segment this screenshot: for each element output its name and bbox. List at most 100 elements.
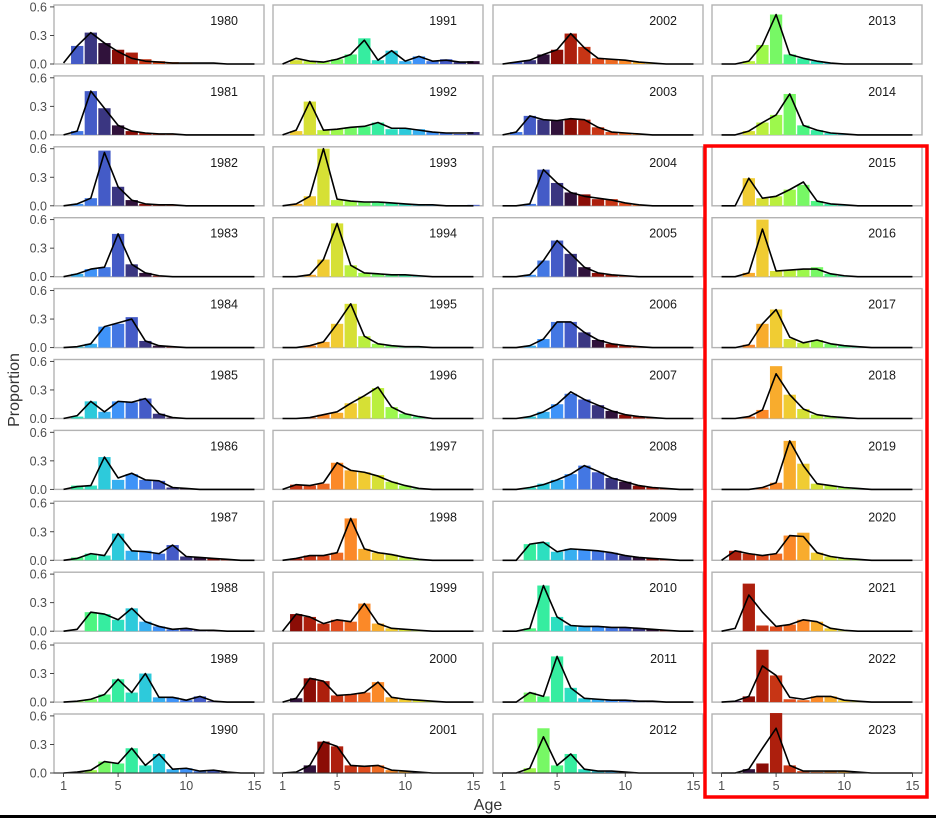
bar-1990-age-5 [111, 763, 125, 773]
bar-2014-age-9 [824, 133, 837, 135]
panel-frame [711, 75, 923, 136]
bar-2020-age-4 [756, 555, 769, 561]
bar-2006-age-9 [605, 343, 618, 348]
bar-1985-age-4 [98, 411, 111, 419]
bar-2011-age-8 [591, 699, 605, 703]
bar-1991-age-15 [467, 61, 480, 64]
bar-2019-age-9 [824, 485, 837, 490]
bar-1992-age-6 [344, 127, 357, 135]
panel-label-1997: 1997 [429, 439, 457, 453]
bar-2001-age-10 [399, 771, 412, 773]
panel-label-1991: 1991 [429, 14, 457, 28]
panel-label-2019: 2019 [868, 439, 896, 453]
bar-2000-age-3 [303, 678, 316, 703]
bar-1998-age-10 [399, 557, 412, 561]
panel-frame [711, 216, 923, 278]
bar-2022-age-6 [783, 699, 796, 703]
bar-1992-age-7 [358, 126, 371, 135]
bar-2009-age-12 [646, 558, 659, 561]
fit-line-2017 [721, 308, 913, 349]
bar-1986-age-7 [139, 479, 152, 490]
bar-1992-age-2 [290, 131, 303, 135]
bar-1992-age-15 [467, 132, 480, 135]
panel-label-2003: 2003 [649, 85, 677, 99]
bar-2006-age-4 [537, 339, 550, 348]
bar-2001-age-6 [344, 765, 357, 773]
bar-2011-age-10 [619, 700, 632, 703]
bar-2004-age-6 [564, 192, 577, 206]
bar-2001-age-8 [371, 765, 385, 773]
fit-line-1984 [63, 318, 255, 349]
bar-2011-age-5 [550, 656, 564, 703]
fit-line-2009 [502, 541, 694, 562]
fit-line-1981 [63, 90, 255, 136]
x-tick-label: 5 [554, 779, 561, 793]
bar-2021-age-7 [797, 619, 810, 632]
bar-1990-age-7 [139, 765, 152, 773]
bar-1987-age-8 [152, 553, 166, 561]
bar-2014-age-7 [797, 125, 810, 135]
bar-1992-age-14 [453, 133, 466, 135]
bar-1984-age-4 [98, 326, 111, 348]
bar-1989-age-10 [180, 700, 193, 703]
bar-2020-age-3 [742, 553, 755, 561]
bar-2002-age-5 [550, 49, 564, 64]
bar-1991-age-13 [440, 59, 453, 64]
bar-1991-age-10 [399, 61, 412, 64]
bar-1988-age-4 [98, 614, 111, 632]
panel-label-2022: 2022 [868, 652, 896, 666]
bar-1999-age-9 [385, 628, 398, 632]
bar-1998-age-2 [290, 558, 303, 561]
bar-1986-age-6 [125, 474, 138, 490]
y-tick-label: 0.3 [30, 313, 47, 327]
bar-1981-age-2 [71, 131, 84, 135]
panel-2009: 2009 [492, 500, 704, 562]
y-tick-label: 0.6 [30, 284, 47, 298]
y-tick-label: 0.6 [30, 71, 47, 85]
bar-2004-age-5 [550, 182, 564, 206]
bar-2010-age-10 [619, 627, 632, 632]
panel-2008: 2008 [492, 429, 704, 491]
fit-line-1998 [282, 517, 474, 562]
panel-1989: 1989 0.0 0.3 0.6 [30, 639, 265, 710]
bar-1993-age-15 [467, 204, 480, 206]
bar-2006-age-10 [619, 345, 632, 348]
bar-2021-age-5 [769, 626, 783, 632]
panel-label-1999: 1999 [429, 581, 457, 595]
y-tick-label: 0.0 [30, 483, 47, 497]
bar-2017-age-6 [783, 339, 796, 348]
bar-2002-age-6 [564, 33, 577, 64]
bar-1998-age-9 [385, 554, 398, 561]
y-tick-label: 0.6 [30, 142, 47, 156]
bar-2021-age-8 [810, 621, 824, 632]
y-tick-label: 0.6 [30, 639, 47, 653]
bar-1989-age-11 [193, 696, 207, 703]
fit-line-2020 [721, 534, 913, 562]
y-tick-label: 0.3 [30, 242, 47, 256]
bar-1988-age-6 [125, 608, 138, 632]
fit-line-2014 [721, 93, 913, 136]
bar-2010-age-3 [523, 628, 536, 632]
panel-1995: 1995 [272, 287, 484, 349]
x-tick-label: 15 [687, 779, 701, 793]
bar-2020-age-9 [824, 556, 837, 561]
bar-2022-age-4 [756, 649, 769, 703]
bar-2008-age-11 [632, 485, 646, 490]
bar-1985-age-7 [139, 398, 152, 419]
bar-2012-age-6 [564, 753, 577, 773]
bar-2017-age-5 [769, 309, 783, 348]
panel-1987: 1987 0.0 0.3 0.6 [30, 497, 265, 568]
panel-frame [53, 500, 265, 561]
bar-2000-age-6 [344, 694, 357, 703]
bar-2000-age-5 [330, 695, 344, 703]
fit-line-1989 [63, 672, 255, 703]
bar-2004-age-4 [537, 169, 550, 206]
bar-1985-age-8 [152, 413, 166, 419]
y-tick-label: 0.6 [30, 568, 47, 582]
y-tick-label: 0.0 [30, 554, 47, 568]
bar-1995-age-7 [358, 336, 371, 348]
bar-2021-age-6 [783, 624, 796, 632]
bar-2020-age-10 [838, 558, 851, 561]
fit-line-2008 [502, 464, 694, 491]
bar-1988-age-10 [180, 628, 193, 632]
